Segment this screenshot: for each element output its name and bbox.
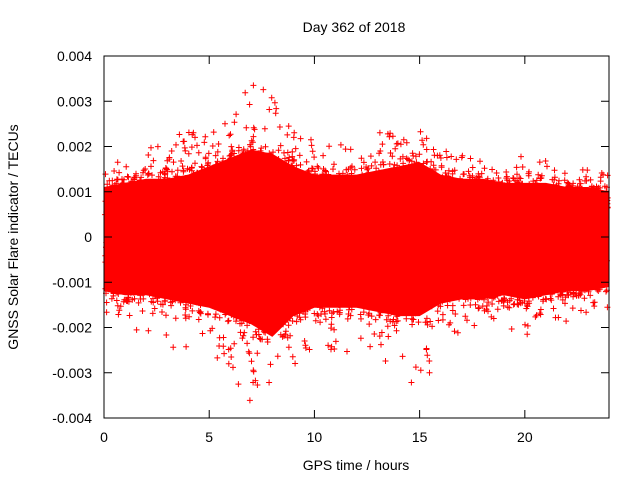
chart-title: Day 362 of 2018: [303, 19, 406, 35]
y-tick-label: -0.003: [52, 365, 92, 381]
axis-ticks: 0 5 10 15 20 -0.004 -0.003 -0.002 -0.001 0 0.001 0.…: [52, 48, 609, 445]
x-tick-label: 15: [412, 429, 428, 445]
y-tick-label: 0.002: [57, 139, 92, 155]
y-tick-label: -0.004: [52, 410, 92, 426]
x-tick-label: 5: [205, 429, 213, 445]
data-points: [102, 82, 611, 404]
y-tick-label: -0.002: [52, 320, 92, 336]
y-axis-label: GNSS Solar Flare indicator / TECUs: [5, 124, 21, 349]
y-tick-label: 0.001: [57, 184, 92, 200]
x-tick-label: 20: [517, 429, 533, 445]
y-tick-label: 0: [84, 229, 92, 245]
scatter-markers: [102, 82, 611, 404]
y-tick-label: 0.003: [57, 93, 92, 109]
x-axis-label: GPS time / hours: [303, 457, 410, 473]
x-tick-label: 10: [307, 429, 323, 445]
y-tick-label: -0.001: [52, 274, 92, 290]
y-tick-label: 0.004: [57, 48, 92, 64]
x-tick-label: 0: [100, 429, 108, 445]
